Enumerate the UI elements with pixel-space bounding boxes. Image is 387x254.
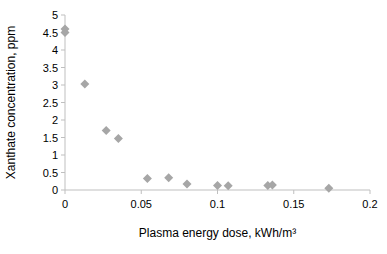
x-tick-label: 0.05 — [131, 198, 152, 210]
y-tick — [61, 172, 65, 173]
y-tick-label: 4.5 — [43, 27, 58, 39]
y-tick-label: 4 — [52, 44, 58, 56]
chart: 0 0.5 1 1.5 2 2.5 3 3.5 4 4.5 5 0 0.05 0.1 0.15 0.2 Plas… — [0, 0, 387, 254]
x-tick-label: 0 — [62, 198, 68, 210]
y-tick — [61, 190, 65, 191]
y-tick-label: 3 — [52, 79, 58, 91]
y-tick — [61, 120, 65, 121]
data-point — [164, 173, 173, 182]
y-axis-title: Xanthate concentration, ppm — [4, 26, 18, 179]
y-tick — [61, 137, 65, 138]
y-tick-label: 0 — [52, 184, 58, 196]
y-tick — [61, 67, 65, 68]
data-point — [114, 134, 123, 143]
y-tick-label: 1.5 — [43, 132, 58, 144]
y-tick-label: 2.5 — [43, 97, 58, 109]
y-tick-label: 2 — [52, 114, 58, 126]
x-tick-label: 0.15 — [283, 198, 304, 210]
y-tick-label: 3.5 — [43, 62, 58, 74]
y-tick-label: 5 — [52, 9, 58, 21]
x-tick — [293, 190, 294, 194]
data-point — [324, 184, 333, 193]
y-tick-label: 0.5 — [43, 167, 58, 179]
x-tick-label: 0.2 — [362, 198, 377, 210]
data-point — [268, 181, 277, 190]
x-tick — [370, 190, 371, 194]
points — [61, 25, 334, 193]
x-tick-label: 0.1 — [210, 198, 225, 210]
y-tick — [61, 50, 65, 51]
y-tick — [61, 85, 65, 86]
y-tick — [61, 15, 65, 16]
y-tick-label: 1 — [52, 149, 58, 161]
x-axis-title: Plasma energy dose, kWh/m³ — [139, 226, 296, 240]
x-tick — [65, 190, 66, 194]
y-tick — [61, 102, 65, 103]
x-tick — [217, 190, 218, 194]
data-point — [102, 126, 111, 135]
data-point — [213, 181, 222, 190]
y-tick — [61, 155, 65, 156]
data-point — [183, 180, 192, 189]
x-tick — [141, 190, 142, 194]
data-point — [80, 79, 89, 88]
data-point — [61, 28, 70, 37]
data-point — [143, 174, 152, 183]
data-point — [224, 181, 233, 190]
